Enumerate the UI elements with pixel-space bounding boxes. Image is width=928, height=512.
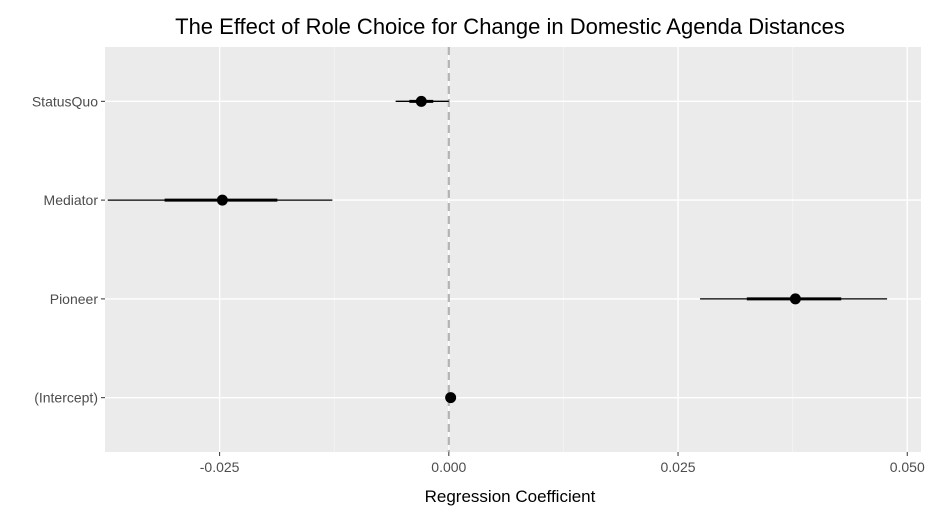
estimate-point	[789, 293, 801, 305]
x-tick-label: -0.025	[200, 459, 240, 475]
coefficient-marks	[107, 95, 888, 404]
x-tick-label: 0.050	[890, 459, 925, 475]
x-tick-label: 0.000	[431, 459, 466, 475]
y-tick-label: StatusQuo	[32, 93, 98, 109]
estimate-point	[415, 95, 427, 107]
y-axis-labels: StatusQuo Mediator Pioneer (Intercept)	[32, 93, 105, 406]
estimate-point	[445, 392, 457, 404]
y-tick-label: (Intercept)	[34, 390, 98, 406]
x-axis-labels: -0.025 0.000 0.025 0.050	[200, 452, 925, 475]
y-tick-label: Mediator	[44, 192, 99, 208]
minor-gridlines	[333, 47, 794, 452]
x-axis-title: Regression Coefficient	[425, 487, 596, 506]
chart-title: The Effect of Role Choice for Change in …	[175, 14, 845, 39]
y-tick-label: Pioneer	[50, 291, 99, 307]
estimate-point	[216, 194, 228, 206]
x-tick-label: 0.025	[661, 459, 696, 475]
plot-panel	[105, 47, 921, 452]
